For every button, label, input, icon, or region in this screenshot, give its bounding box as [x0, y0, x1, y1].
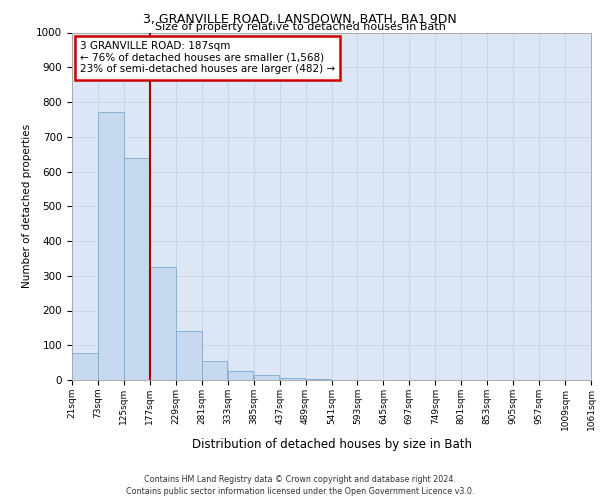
Bar — [202, 361, 227, 380]
Bar — [280, 378, 305, 380]
Text: 3 GRANVILLE ROAD: 187sqm
← 76% of detached houses are smaller (1,568)
23% of sem: 3 GRANVILLE ROAD: 187sqm ← 76% of detach… — [80, 41, 335, 74]
Bar — [72, 353, 98, 380]
Y-axis label: Number of detached properties: Number of detached properties — [22, 124, 32, 288]
Bar — [98, 112, 124, 380]
Bar — [176, 332, 202, 380]
Bar — [228, 372, 253, 380]
Bar — [124, 158, 149, 380]
Text: 3, GRANVILLE ROAD, LANSDOWN, BATH, BA1 9DN: 3, GRANVILLE ROAD, LANSDOWN, BATH, BA1 9… — [143, 12, 457, 26]
Bar — [254, 375, 280, 380]
Text: Contains HM Land Registry data © Crown copyright and database right 2024.
Contai: Contains HM Land Registry data © Crown c… — [126, 474, 474, 496]
Bar — [305, 379, 331, 380]
Bar — [150, 267, 176, 380]
Text: Size of property relative to detached houses in Bath: Size of property relative to detached ho… — [155, 22, 445, 32]
X-axis label: Distribution of detached houses by size in Bath: Distribution of detached houses by size … — [191, 438, 472, 451]
